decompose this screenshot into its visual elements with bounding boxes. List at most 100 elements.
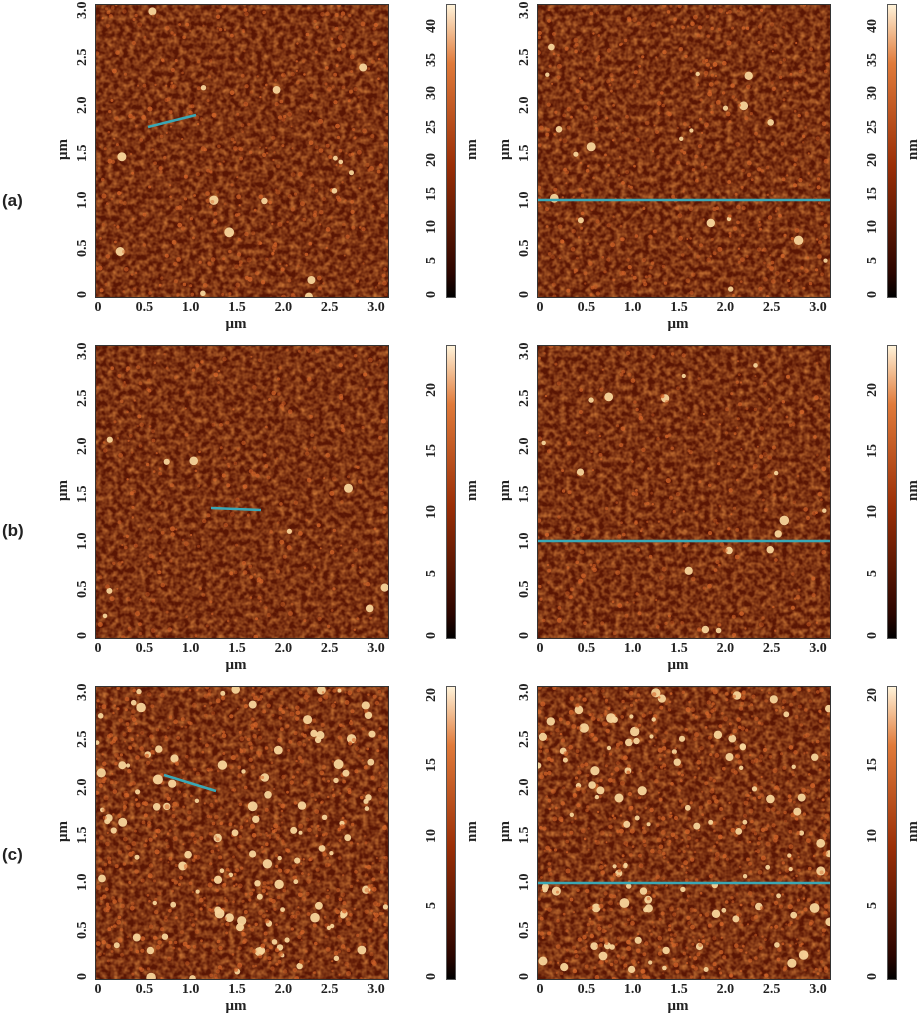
y-tick-label: 3.0 <box>75 1 90 19</box>
colorbar-tick-label: 20 <box>865 688 880 703</box>
colorbar-tick-label: 15 <box>424 186 439 201</box>
y-tick-label: 0 <box>517 631 532 639</box>
y-tick-label: 0.5 <box>517 921 532 939</box>
colorbar-unit-label: nm <box>905 821 918 842</box>
colorbar-tick-label: 20 <box>424 153 439 168</box>
colorbar-tick-label: 30 <box>424 86 439 101</box>
y-tick-label: 2.0 <box>75 437 90 455</box>
afm-height-image <box>537 686 831 980</box>
x-axis-label: μm <box>225 316 247 332</box>
colorbar-tick-label: 35 <box>865 52 880 67</box>
x-tick-label: 1.5 <box>670 641 688 656</box>
colorbar-tick-label: 0 <box>865 631 880 639</box>
y-axis-label: μm <box>497 139 513 160</box>
colorbar <box>887 686 897 980</box>
x-tick-label: 0 <box>536 300 544 315</box>
y-tick-label: 1.5 <box>75 485 90 503</box>
y-tick-label: 0.5 <box>517 580 532 598</box>
colorbar-tick-label: 5 <box>865 257 880 264</box>
x-tick-label: 2.5 <box>320 982 339 997</box>
y-tick-label: 2.5 <box>75 389 90 408</box>
colorbar-tick-label: 5 <box>865 570 880 578</box>
y-tick-label: 1.0 <box>517 191 532 210</box>
colorbar-tick-label: 10 <box>865 505 880 520</box>
colorbar-unit-label: nm <box>464 480 480 501</box>
y-tick-label: 1.0 <box>75 873 90 892</box>
colorbar-tick-label: 10 <box>424 828 439 843</box>
x-tick-label: 1.5 <box>228 982 246 997</box>
x-tick-label: 0 <box>536 641 544 656</box>
row-label: (c) <box>2 845 23 864</box>
x-axis-label: μm <box>225 998 247 1014</box>
colorbar <box>887 345 897 639</box>
x-tick-label: 1.5 <box>228 300 246 315</box>
y-tick-label: 0.5 <box>75 580 90 598</box>
x-tick-label: 2.5 <box>320 300 339 315</box>
afm-height-image <box>95 686 389 980</box>
afm-height-image <box>537 4 831 298</box>
x-tick-label: 1.0 <box>623 300 642 315</box>
colorbar <box>446 686 456 980</box>
x-tick-label: 0 <box>536 982 544 997</box>
x-axis-label: μm <box>667 316 689 332</box>
y-tick-label: 1.5 <box>517 485 532 503</box>
colorbar-tick-label: 30 <box>865 86 880 101</box>
x-tick-label: 0.5 <box>577 300 596 315</box>
y-tick-label: 2.0 <box>75 778 90 796</box>
x-tick-label: 2.0 <box>274 300 293 315</box>
colorbar-tick-label: 40 <box>424 19 439 34</box>
x-tick-label: 1.0 <box>623 982 642 997</box>
colorbar-tick-label: 5 <box>424 902 439 910</box>
y-tick-label: 0.5 <box>75 239 90 257</box>
colorbar-tick-label: 35 <box>424 52 439 67</box>
x-tick-label: 1.0 <box>181 641 200 656</box>
y-tick-label: 2.5 <box>517 730 532 749</box>
y-tick-label: 1.5 <box>517 826 532 844</box>
x-tick-label: 3.0 <box>367 641 385 656</box>
profile-line <box>210 506 262 512</box>
colorbar-unit-label: nm <box>905 480 918 501</box>
x-tick-label: 3.0 <box>367 300 385 315</box>
x-tick-label: 2.5 <box>320 641 339 656</box>
x-tick-label: 2.5 <box>762 300 781 315</box>
x-tick-label: 2.0 <box>716 300 735 315</box>
y-axis-label: μm <box>497 821 513 842</box>
x-tick-label: 3.0 <box>367 982 385 997</box>
afm-height-image <box>95 345 389 639</box>
x-tick-label: 3.0 <box>809 300 827 315</box>
colorbar-tick-label: 15 <box>865 186 880 201</box>
y-tick-label: 2.0 <box>517 778 532 796</box>
x-axis-label: μm <box>225 657 247 673</box>
x-tick-label: 0 <box>94 982 102 997</box>
afm-height-image <box>95 4 389 298</box>
x-tick-label: 3.0 <box>809 982 827 997</box>
y-tick-label: 1.0 <box>75 532 90 551</box>
y-tick-label: 3.0 <box>517 683 532 701</box>
colorbar-unit-label: nm <box>464 821 480 842</box>
y-tick-label: 2.5 <box>517 389 532 408</box>
y-tick-label: 0 <box>75 972 90 980</box>
colorbar-tick-label: 10 <box>424 220 439 235</box>
x-tick-label: 0.5 <box>135 982 154 997</box>
colorbar-unit-label: nm <box>905 139 918 160</box>
y-axis-label: μm <box>55 821 71 842</box>
x-tick-label: 2.0 <box>716 982 735 997</box>
y-tick-label: 1.5 <box>75 144 90 162</box>
colorbar-tick-label: 25 <box>865 119 880 134</box>
colorbar-tick-label: 0 <box>424 972 439 980</box>
afm-height-image <box>537 345 831 639</box>
y-tick-label: 1.0 <box>517 532 532 551</box>
colorbar <box>887 4 897 298</box>
x-tick-label: 1.0 <box>623 641 642 656</box>
colorbar <box>446 345 456 639</box>
x-tick-label: 1.5 <box>670 982 688 997</box>
y-tick-label: 0 <box>517 290 532 298</box>
x-axis-label: μm <box>667 657 689 673</box>
y-tick-label: 3.0 <box>75 683 90 701</box>
y-tick-label: 2.0 <box>75 96 90 114</box>
x-tick-label: 2.0 <box>716 641 735 656</box>
x-tick-label: 0 <box>94 300 102 315</box>
colorbar-tick-label: 20 <box>865 153 880 168</box>
x-tick-label: 0.5 <box>577 641 596 656</box>
y-axis-label: μm <box>497 480 513 501</box>
